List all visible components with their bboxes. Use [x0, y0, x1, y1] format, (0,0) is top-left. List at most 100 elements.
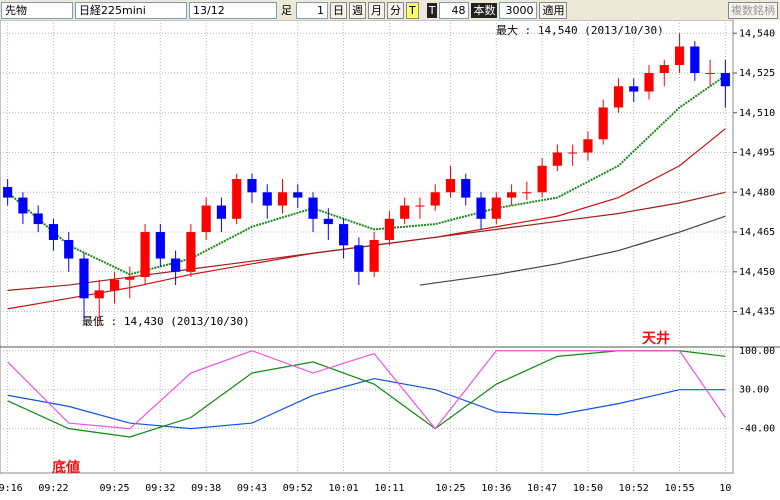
x-tick-label: 10:55: [664, 483, 694, 494]
week-button[interactable]: 週: [349, 1, 366, 19]
month-button[interactable]: 月: [368, 1, 385, 19]
x-tick-label: 09:38: [191, 483, 221, 494]
multi-button[interactable]: 複数銘柄: [728, 1, 778, 19]
max-label: 最大 : 14,540 (2013/10/30): [496, 23, 664, 37]
x-tick-label: 09:43: [237, 483, 267, 494]
candle-body: [430, 192, 440, 206]
candle-body: [109, 279, 120, 291]
toolbar: 先物 日経225mini 13/12 足 1 日 週 月 分 T T 48 本数…: [0, 0, 780, 20]
moving-average: [419, 215, 726, 286]
x-tick-label: 09:22: [38, 483, 68, 494]
candle-body: [476, 197, 486, 219]
candle-body: [308, 197, 318, 219]
oscillator-line: [7, 350, 726, 430]
y-tick-label: 14,525: [739, 68, 775, 79]
candle-body: [155, 232, 165, 259]
count-label: 本数: [471, 2, 498, 18]
x-tick-label: 09:16: [0, 483, 23, 494]
candle-body: [491, 197, 501, 219]
x-tick-label: 09:52: [283, 483, 313, 494]
candle-body: [369, 239, 379, 272]
candle-body: [583, 139, 593, 153]
candle-body: [201, 205, 211, 233]
candle-body: [659, 65, 669, 74]
tick-button[interactable]: T: [406, 1, 419, 19]
y-tick-label: 14,540: [739, 28, 775, 39]
period-input[interactable]: 1: [296, 1, 328, 19]
day-button[interactable]: 日: [330, 1, 347, 19]
candle-body: [33, 213, 43, 225]
x-tick-label: 10:01: [329, 483, 359, 494]
market-select[interactable]: 先物: [1, 1, 73, 19]
candle-body: [247, 179, 257, 193]
candle-body: [552, 152, 562, 166]
osc-tick-label: 100.00: [739, 346, 775, 357]
ashi-label: 足: [279, 2, 294, 18]
candle-body: [705, 73, 715, 75]
apply-button[interactable]: 適用: [539, 1, 568, 19]
candle-body: [506, 192, 517, 198]
candle-body: [415, 205, 425, 207]
candle-body: [598, 107, 608, 140]
symbol-select[interactable]: 日経225mini: [75, 1, 187, 19]
x-tick-label: 10:11: [374, 483, 404, 494]
candle-body: [354, 245, 364, 272]
candle-body: [140, 232, 150, 278]
candle-body: [125, 277, 135, 280]
x-tick-label: 10:50: [573, 483, 603, 494]
candle-body: [232, 179, 242, 219]
candle-body: [18, 197, 28, 214]
y-tick-label: 14,480: [739, 187, 775, 198]
candle-body: [674, 46, 685, 66]
candle-body: [293, 192, 303, 198]
contract-select[interactable]: 13/12: [189, 1, 277, 19]
candle-body: [629, 86, 639, 92]
count-input[interactable]: 48: [439, 1, 470, 19]
bars-input[interactable]: 3000: [499, 1, 538, 19]
candle-body: [522, 192, 532, 194]
candle-body: [644, 73, 654, 92]
y-tick-label: 14,510: [739, 108, 775, 119]
candle-body: [568, 152, 578, 154]
candle-body: [445, 179, 456, 193]
x-tick-label: 10:25: [435, 483, 465, 494]
candle-body: [400, 205, 410, 219]
candle-body: [186, 232, 196, 272]
min-label: 最低 : 14,430 (2013/10/30): [82, 315, 250, 328]
candle-body: [720, 73, 730, 87]
bottom-label: 底値: [52, 459, 80, 476]
candle-body: [277, 192, 288, 206]
x-tick-label: 10:36: [481, 483, 511, 494]
candle-body: [94, 290, 104, 299]
candle-body: [613, 86, 624, 108]
t-label: T: [426, 2, 438, 18]
candle-body: [262, 192, 272, 206]
x-tick-label: 10:52: [619, 483, 649, 494]
x-tick-label: 10:47: [527, 483, 557, 494]
x-tick-label: 09:25: [99, 483, 129, 494]
y-tick-label: 14,465: [739, 227, 775, 238]
candle-body: [323, 218, 333, 225]
chart: 最大 : 14,540 (2013/10/30) 最低 : 14,430 (20…: [0, 20, 780, 494]
top-label: 天井: [642, 330, 670, 347]
oscillator-line: [7, 377, 726, 430]
osc-tick-label: -40.00: [739, 424, 775, 435]
candle-body: [48, 224, 59, 240]
y-tick-label: 14,450: [739, 267, 775, 278]
candle-body: [537, 165, 547, 193]
candle-body: [216, 205, 227, 219]
x-tick-label: 10: [719, 483, 731, 494]
candle-body: [171, 258, 181, 272]
candle-body: [79, 258, 89, 299]
candle-body: [461, 179, 471, 198]
x-tick-label: 09:32: [145, 483, 175, 494]
candle-body: [64, 239, 74, 259]
minute-button[interactable]: 分: [387, 1, 404, 19]
candle-body: [690, 46, 700, 74]
osc-tick-label: 30.00: [739, 385, 769, 396]
candle-body: [3, 186, 13, 198]
y-tick-label: 14,495: [739, 148, 775, 159]
y-tick-label: 14,435: [739, 307, 775, 318]
candle-body: [384, 218, 394, 240]
